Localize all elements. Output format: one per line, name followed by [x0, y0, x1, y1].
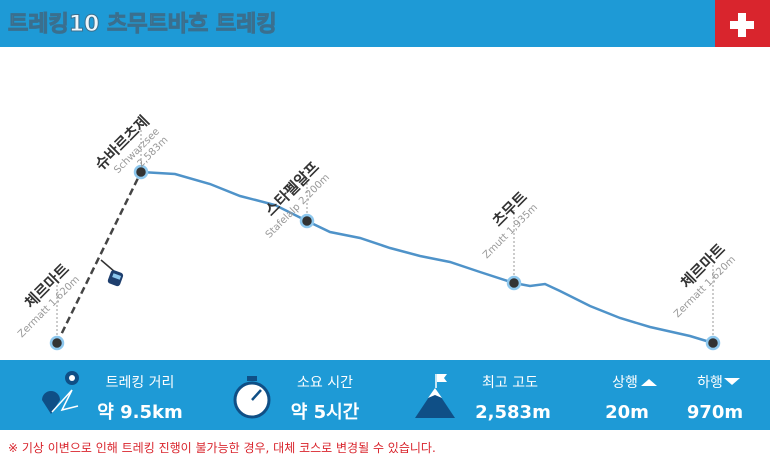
cable-car-line [55, 171, 143, 344]
waypoint [506, 275, 522, 291]
waypoint [299, 213, 315, 229]
stat-label: 하행 [697, 375, 723, 391]
header-bar [0, 0, 770, 47]
note: ※ 기상 이변으로 인해 트레킹 진행이 불가능한 경우, 대체 코스로 변경될… [8, 440, 436, 455]
stat-label: 최고 고도 [482, 375, 538, 391]
icon-peak [415, 374, 455, 418]
profile [55, 170, 714, 345]
cable-car-icon [100, 259, 124, 287]
stat-label: 상행 [612, 375, 638, 391]
flag-cross [730, 13, 754, 37]
icon-distance [42, 371, 79, 414]
waypoint [705, 335, 721, 351]
stat-value: 2,583m [475, 402, 551, 423]
stat-value: 약 9.5km [97, 401, 182, 423]
waypoint [49, 335, 65, 351]
icon-time [233, 376, 271, 419]
waypoint [133, 164, 149, 180]
down-arrow [724, 378, 740, 385]
stat-label: 트레킹 거리 [106, 375, 175, 391]
stat-label: 소요 시간 [297, 375, 353, 391]
trail-line [140, 170, 714, 345]
title: 트레킹10 츠무트바흐 트레킹 [8, 12, 277, 37]
stat-value: 970m [687, 402, 743, 423]
stat-value: 20m [605, 402, 649, 423]
stats-bar [0, 360, 770, 430]
stat-value: 약 5시간 [291, 401, 360, 423]
up-arrow [641, 379, 657, 386]
